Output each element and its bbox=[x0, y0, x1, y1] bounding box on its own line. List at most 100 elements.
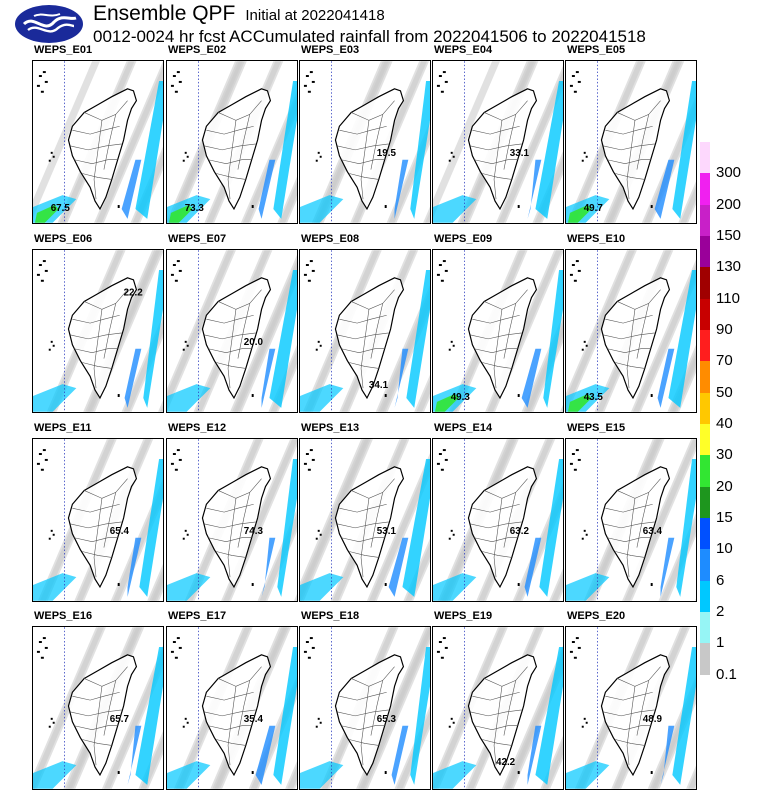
rainfall-map: 20.0 bbox=[166, 249, 298, 413]
county-border bbox=[617, 100, 661, 121]
islet bbox=[438, 641, 442, 643]
taiwan-outline bbox=[67, 466, 138, 589]
county-border bbox=[208, 537, 252, 542]
max-rainfall-value: 49.7 bbox=[584, 203, 604, 214]
taiwan-outline bbox=[67, 88, 138, 211]
islet bbox=[42, 449, 46, 452]
islet bbox=[448, 159, 451, 162]
county-border bbox=[607, 725, 651, 730]
islet bbox=[44, 646, 48, 649]
max-rainfall-value: 35.4 bbox=[244, 714, 264, 725]
legend-swatch bbox=[700, 142, 710, 174]
county-border bbox=[204, 143, 256, 151]
rain-patch-heavy bbox=[434, 394, 459, 412]
islet bbox=[577, 646, 581, 649]
member-panel: WEPS_E13 53.1 bbox=[299, 422, 431, 602]
islet bbox=[319, 721, 322, 724]
islet bbox=[452, 344, 455, 347]
rain-band bbox=[124, 348, 142, 408]
rain-patch-heavy bbox=[168, 205, 193, 223]
islet bbox=[170, 84, 174, 87]
islet bbox=[117, 771, 120, 774]
county-border bbox=[360, 309, 370, 389]
rain-patch bbox=[433, 195, 477, 223]
islet bbox=[650, 771, 653, 774]
rain-patch bbox=[167, 573, 211, 601]
max-rainfall-value: 49.3 bbox=[451, 392, 471, 403]
member-label: WEPS_E17 bbox=[168, 610, 227, 622]
rain-patch bbox=[167, 384, 211, 412]
islet bbox=[317, 340, 320, 343]
islet bbox=[577, 458, 581, 461]
rainfall-map: 65.7 bbox=[32, 626, 164, 790]
taiwan-outline bbox=[600, 88, 671, 211]
islet bbox=[52, 344, 55, 347]
islet bbox=[42, 260, 46, 263]
rain-band bbox=[402, 458, 430, 597]
county-border bbox=[617, 478, 661, 499]
rain-band bbox=[539, 458, 563, 597]
islet bbox=[40, 468, 44, 471]
member-label: WEPS_E06 bbox=[34, 233, 93, 245]
islet bbox=[176, 260, 180, 263]
islet bbox=[311, 646, 315, 649]
islet bbox=[442, 637, 446, 640]
county-border bbox=[636, 303, 650, 359]
county-border bbox=[615, 362, 645, 369]
rainfall-map: 48.9 bbox=[565, 626, 697, 790]
member-label: WEPS_E14 bbox=[434, 422, 493, 434]
rainfall-map: 22.2 bbox=[32, 249, 164, 413]
max-rainfall-value: 74.3 bbox=[244, 526, 264, 537]
rainfall-map: 53.1 bbox=[299, 438, 431, 602]
member-panel: WEPS_E12 74.3 bbox=[166, 422, 298, 602]
rain-patch bbox=[300, 384, 344, 412]
county-border bbox=[74, 159, 118, 164]
islet bbox=[184, 151, 187, 154]
max-rainfall-value: 42.2 bbox=[496, 757, 516, 768]
county-border bbox=[341, 348, 385, 353]
max-rainfall-value: 22.2 bbox=[124, 288, 144, 299]
member-panel: WEPS_E10 43.5 bbox=[565, 233, 697, 413]
rain-band bbox=[406, 269, 430, 408]
islet bbox=[438, 264, 442, 266]
islet bbox=[186, 533, 189, 536]
islet bbox=[583, 529, 586, 532]
legend-label: 50 bbox=[716, 383, 733, 401]
county-border bbox=[93, 120, 103, 200]
islet bbox=[186, 155, 189, 158]
islet bbox=[251, 205, 254, 208]
islet bbox=[585, 721, 588, 724]
legend-swatch bbox=[700, 267, 710, 300]
islet bbox=[573, 90, 577, 93]
islet bbox=[319, 155, 322, 158]
islet bbox=[40, 279, 44, 282]
islet bbox=[36, 650, 40, 653]
rain-band bbox=[676, 458, 696, 597]
islet bbox=[184, 717, 187, 720]
county-border bbox=[605, 503, 653, 513]
county-border bbox=[208, 725, 252, 730]
islet bbox=[317, 529, 320, 532]
rainfall-map: 73.3 bbox=[166, 60, 298, 224]
county-border bbox=[237, 114, 251, 170]
county-border bbox=[370, 680, 384, 736]
rainfall-map: 67.5 bbox=[32, 60, 164, 224]
legend-label: 1 bbox=[716, 634, 725, 652]
rain-band bbox=[388, 537, 409, 597]
rain-band bbox=[261, 537, 276, 597]
county-border bbox=[603, 332, 655, 340]
legend-swatch bbox=[700, 486, 710, 519]
legend-swatch bbox=[700, 643, 710, 676]
county-border bbox=[351, 478, 395, 499]
rain-band bbox=[410, 80, 430, 219]
county-border bbox=[74, 537, 118, 542]
county-border bbox=[474, 159, 518, 164]
county-border bbox=[341, 537, 385, 542]
islet bbox=[575, 637, 579, 640]
islet bbox=[448, 537, 451, 540]
islet bbox=[311, 269, 315, 272]
county-border bbox=[82, 551, 112, 558]
county-border bbox=[206, 314, 254, 324]
county-border bbox=[70, 332, 122, 340]
legend-label: 10 bbox=[716, 540, 733, 558]
